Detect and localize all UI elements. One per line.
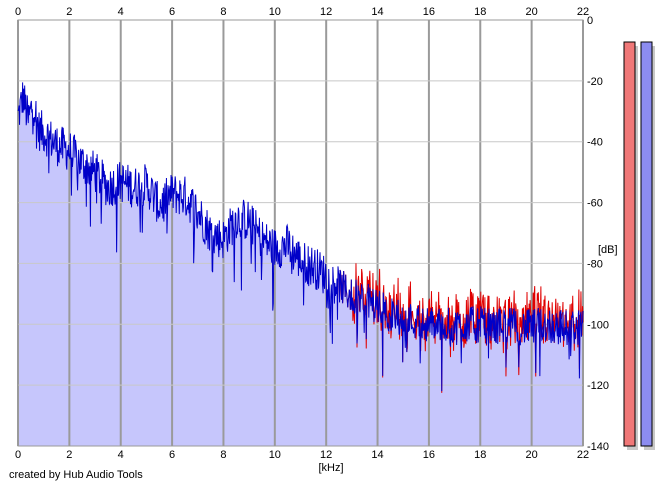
level-meters <box>623 41 655 450</box>
x-tick-label: 14 <box>371 449 383 461</box>
y-tick-label: 0 <box>587 15 593 27</box>
y-tick-labels: 0 -20 -40 -60 -80 -100 -120 -140 <box>587 15 609 453</box>
y-tick-label: -40 <box>587 137 603 149</box>
y-tick-label: -100 <box>587 319 609 331</box>
x-tick-label: 18 <box>474 6 486 18</box>
x-tick-label: 18 <box>474 449 486 461</box>
meter-right <box>640 41 653 447</box>
x-tick-label: 20 <box>526 449 538 461</box>
y-tick-label: -80 <box>587 258 603 270</box>
x-tick-label: 12 <box>320 6 332 18</box>
meter-left <box>623 41 636 447</box>
x-tick-label: 6 <box>169 6 175 18</box>
x-tick-label: 20 <box>526 6 538 18</box>
y-tick-label: -120 <box>587 380 609 392</box>
x-tick-label: 16 <box>423 6 435 18</box>
x-tick-label: 14 <box>371 6 383 18</box>
spectrum-area <box>18 82 583 446</box>
x-tick-labels-bottom: 0 2 4 6 8 10 12 14 16 18 20 22 <box>15 449 589 461</box>
x-tick-label: 4 <box>118 6 124 18</box>
y-tick-label: -140 <box>587 441 609 453</box>
x-axis-label: [kHz] <box>318 462 343 474</box>
plot-border <box>17 19 584 447</box>
x-tick-label: 8 <box>220 449 226 461</box>
y-axis-label: [dB] <box>598 244 618 256</box>
x-tick-label: 2 <box>66 449 72 461</box>
spectrum-fill <box>18 82 583 446</box>
x-tick-label: 10 <box>269 6 281 18</box>
x-tick-label: 0 <box>15 6 21 18</box>
x-tick-label: 4 <box>118 449 124 461</box>
blue-channel-line <box>17 82 584 392</box>
x-tick-label: 10 <box>269 449 281 461</box>
y-tick-label: -60 <box>587 198 603 210</box>
credit-text: created by Hub Audio Tools <box>9 469 143 481</box>
x-tick-label: 6 <box>169 449 175 461</box>
y-tick-label: -20 <box>587 76 603 88</box>
x-tick-label: 2 <box>66 6 72 18</box>
x-tick-label: 16 <box>423 449 435 461</box>
x-tick-label: 12 <box>320 449 332 461</box>
x-tick-labels-top: 0 2 4 6 8 10 12 14 16 18 20 22 <box>15 6 589 18</box>
x-tick-label: 22 <box>577 449 589 461</box>
spectrum-lines <box>17 82 584 393</box>
grid-lines <box>17 19 584 447</box>
x-tick-label: 8 <box>220 6 226 18</box>
x-tick-label: 22 <box>577 6 589 18</box>
x-tick-label: 0 <box>15 449 21 461</box>
